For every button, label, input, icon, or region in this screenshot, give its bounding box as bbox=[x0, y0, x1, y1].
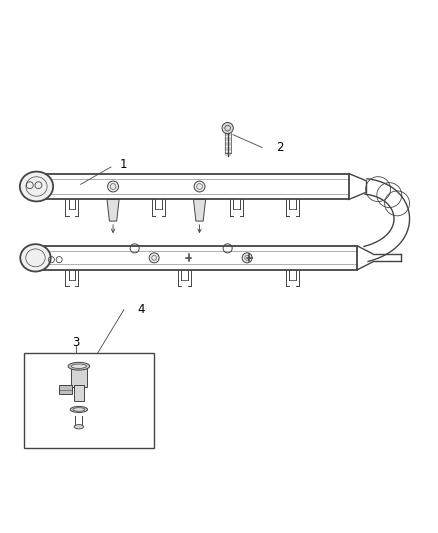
Bar bbox=[25, 353, 154, 448]
Circle shape bbox=[149, 253, 159, 263]
Bar bbox=[71, 368, 87, 386]
Ellipse shape bbox=[20, 172, 53, 201]
Ellipse shape bbox=[73, 408, 85, 411]
Text: 3: 3 bbox=[73, 336, 80, 349]
Circle shape bbox=[194, 181, 205, 192]
Ellipse shape bbox=[68, 362, 90, 370]
Ellipse shape bbox=[74, 425, 84, 429]
Text: 2: 2 bbox=[276, 141, 283, 154]
Ellipse shape bbox=[70, 407, 88, 413]
Bar bbox=[32, 174, 349, 199]
Ellipse shape bbox=[71, 364, 86, 368]
Polygon shape bbox=[107, 199, 119, 221]
Bar bbox=[32, 246, 357, 270]
Circle shape bbox=[242, 253, 252, 263]
Text: 1: 1 bbox=[120, 158, 127, 172]
Bar bbox=[60, 385, 72, 394]
Circle shape bbox=[222, 123, 233, 134]
Text: 4: 4 bbox=[138, 303, 145, 316]
Bar bbox=[74, 385, 84, 401]
Circle shape bbox=[108, 181, 119, 192]
Ellipse shape bbox=[20, 244, 51, 271]
Polygon shape bbox=[194, 199, 205, 221]
